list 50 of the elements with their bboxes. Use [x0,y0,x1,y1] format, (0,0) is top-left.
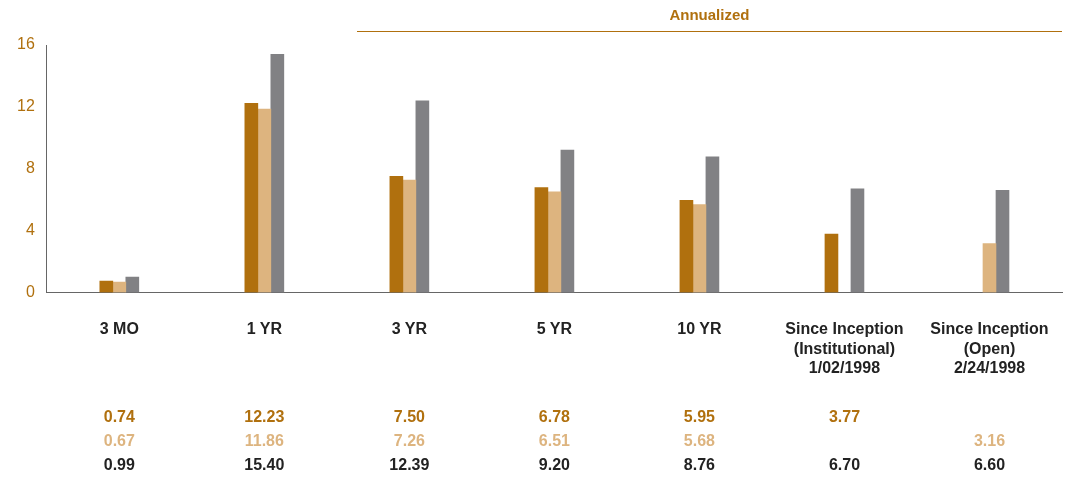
data-label: 0.67 [103,432,135,450]
data-label: 15.40 [244,456,285,474]
y-tick-label: 12 [17,97,35,115]
bar [560,149,575,293]
y-tick-label: 16 [17,35,35,53]
data-label: 8.76 [683,456,716,474]
y-tick-label: 4 [25,220,35,238]
data-label: 7.26 [393,432,426,450]
x-tick-label: Since Inception (Open) 2/24/1998 [930,320,1049,376]
bar [415,100,430,293]
bar [679,200,694,293]
bar [982,243,997,293]
x-tick-label: 3 MO [99,320,139,338]
bar [99,280,114,293]
bar [257,108,272,293]
data-label: 12.39 [389,456,430,474]
bar [850,188,865,293]
bar [244,102,259,293]
data-label: 11.86 [244,432,285,450]
x-tick-label: 5 YR [536,320,573,338]
data-label: 7.50 [393,408,426,426]
x-tick-label: 10 YR [677,320,722,338]
bar [995,190,1010,293]
y-tick-label: 0 [25,282,35,300]
bar [824,233,839,293]
bar [270,53,285,293]
data-label: 5.68 [683,432,716,450]
data-label: 0.99 [103,456,135,474]
bar [402,179,417,293]
bar [692,204,707,293]
bar [547,191,562,293]
y-tick-label: 8 [25,159,35,177]
data-label: 3.77 [828,408,861,426]
data-label: 6.60 [973,456,1006,474]
bar [125,276,140,293]
bar [705,156,720,293]
data-label: 0.74 [103,408,135,426]
text: Annualized [668,6,751,23]
data-label: 12.23 [244,408,285,426]
data-label: 6.78 [538,408,571,426]
data-label: 6.70 [828,456,861,474]
bar [389,176,404,293]
x-tick-label: 3 YR [391,320,428,338]
data-label: 5.95 [683,408,716,426]
data-label: 9.20 [538,456,571,474]
data-label: 3.16 [973,432,1006,450]
data-label: 6.51 [538,432,571,450]
x-tick-label: Since Inception (Institutional) 1/02/1998 [785,320,904,376]
x-tick-label: 1 YR [246,320,283,338]
bar [534,187,549,293]
